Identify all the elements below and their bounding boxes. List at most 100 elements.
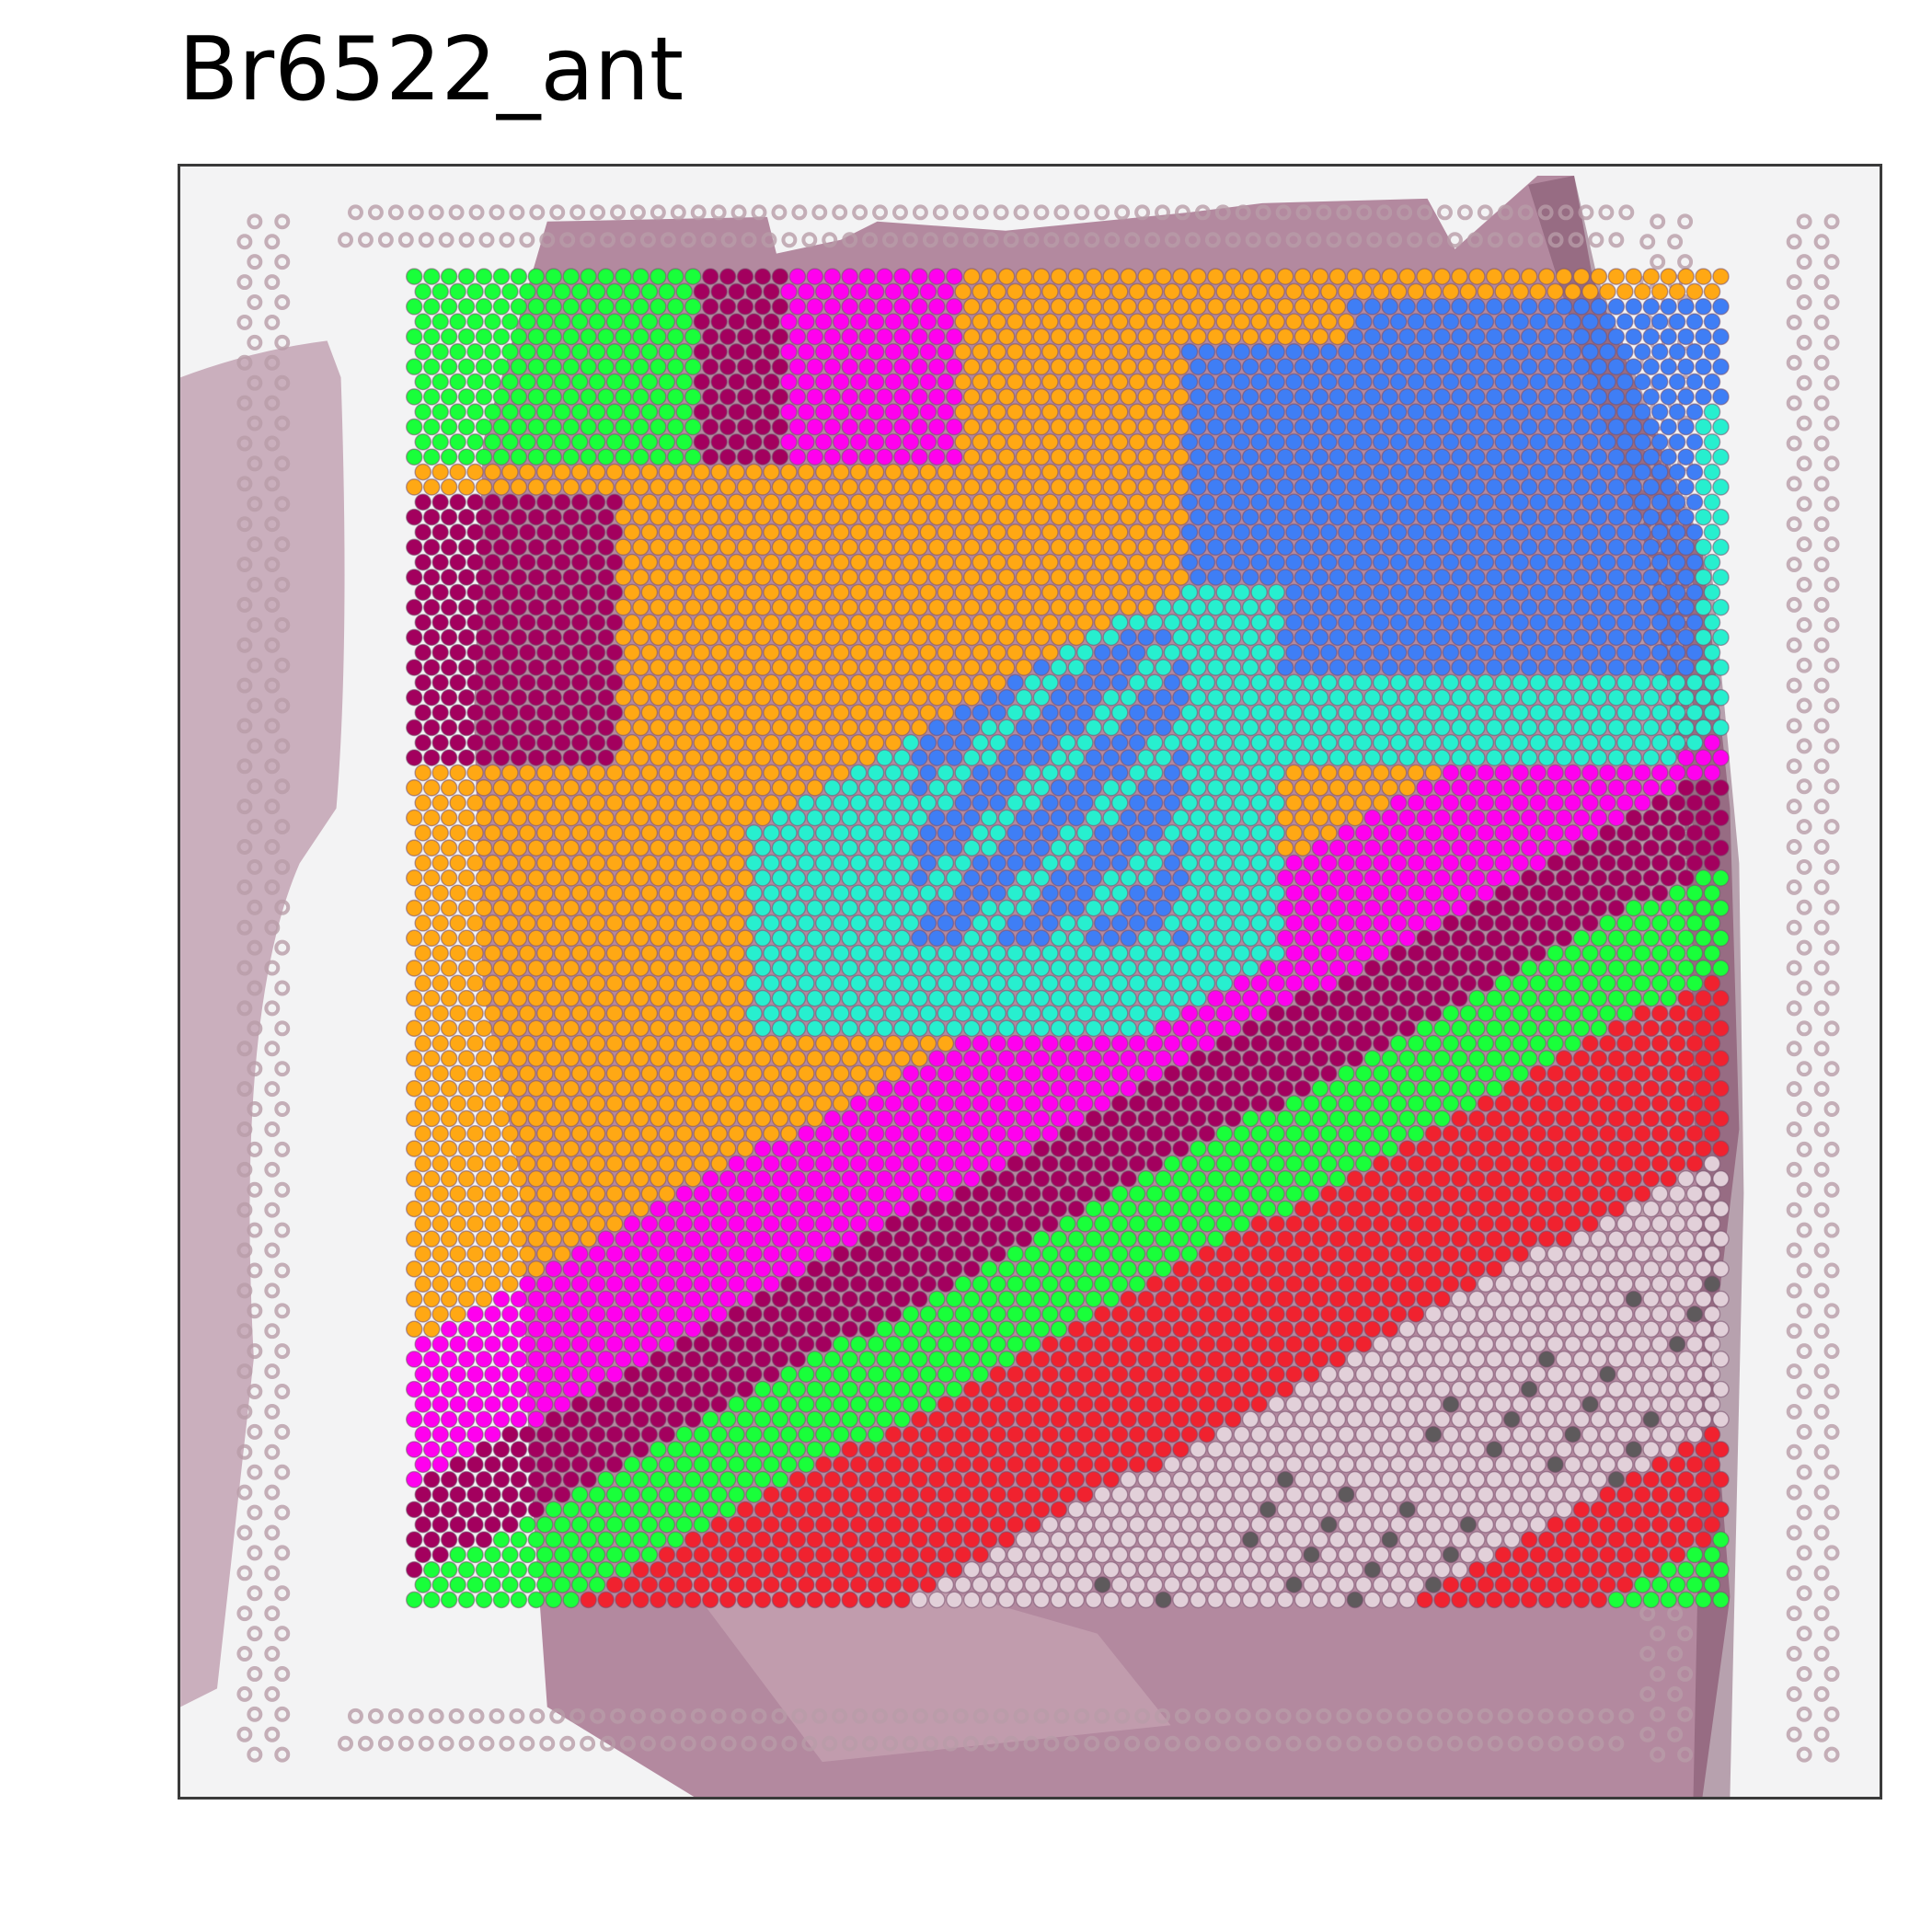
spot [562, 328, 580, 346]
fiducial-spot [247, 738, 263, 754]
spot [536, 403, 554, 420]
spot [510, 268, 528, 285]
spot [719, 508, 737, 526]
spot [1207, 779, 1225, 797]
spot [1137, 268, 1155, 285]
spot [1633, 884, 1651, 902]
spot [501, 614, 519, 631]
spot [1006, 643, 1024, 661]
spot [422, 388, 441, 406]
spot [1198, 343, 1216, 361]
spot [1328, 1050, 1347, 1067]
spot [684, 328, 702, 346]
spot [728, 1064, 745, 1083]
spot [1285, 824, 1303, 842]
spot [1076, 854, 1094, 872]
spot [605, 643, 624, 661]
spot [1233, 673, 1250, 692]
spot [884, 373, 903, 391]
spot [1346, 1079, 1364, 1098]
spot [1529, 794, 1547, 811]
spot [684, 358, 702, 375]
fiducial-spot [1813, 395, 1830, 411]
spot [1712, 538, 1730, 557]
spot [1067, 448, 1086, 466]
spot [1685, 614, 1704, 631]
spot [1163, 282, 1181, 301]
spot [753, 719, 772, 737]
spot [1486, 869, 1503, 887]
spot [1241, 719, 1259, 737]
spot [1328, 929, 1347, 948]
spot [1241, 448, 1259, 466]
spot [1120, 569, 1137, 586]
spot [1050, 719, 1068, 737]
spot [1128, 704, 1146, 721]
spot [1050, 659, 1068, 676]
spot [1685, 764, 1704, 782]
fiducial-spot [274, 738, 291, 754]
spot [919, 403, 937, 420]
spot [1110, 764, 1129, 782]
fiducial-spot [1823, 939, 1840, 956]
spot [884, 583, 903, 602]
fiducial-spot [1245, 1735, 1261, 1752]
spot [1233, 1095, 1250, 1112]
spot [1416, 418, 1433, 436]
fiducial-spot [1823, 1343, 1840, 1360]
spot [954, 553, 972, 571]
fiducial-spot [1013, 204, 1029, 221]
spot [1459, 1005, 1478, 1022]
spot [1198, 1095, 1216, 1112]
spot [946, 929, 963, 948]
spot [867, 523, 885, 541]
fiducial-spot [264, 1041, 281, 1057]
spot [1599, 403, 1616, 420]
spot [640, 403, 659, 420]
spot [1581, 1034, 1599, 1052]
fiducial-spot [236, 1000, 253, 1017]
spot [1067, 358, 1086, 375]
spot [1224, 749, 1242, 766]
spot [457, 328, 476, 346]
spot [1459, 463, 1478, 481]
spot [1120, 1110, 1137, 1128]
spot [911, 268, 928, 285]
spot [1110, 914, 1129, 932]
spot [849, 583, 868, 602]
spot [1032, 418, 1051, 436]
fiducial-spot [264, 1685, 281, 1702]
spot [1372, 313, 1390, 330]
spot [553, 944, 571, 962]
spot [814, 1064, 833, 1083]
spot [457, 478, 476, 496]
spot [1660, 1019, 1677, 1038]
spot [1547, 704, 1564, 721]
spot [1294, 1050, 1312, 1067]
spot [1207, 899, 1225, 917]
fiducial-spot [1823, 1181, 1840, 1198]
spot [1381, 839, 1398, 857]
spot [1564, 373, 1581, 391]
spot [1172, 839, 1190, 857]
spot [1477, 794, 1495, 811]
spot [623, 583, 641, 602]
spot [997, 298, 1016, 316]
spot [841, 688, 858, 707]
spot [1442, 824, 1460, 842]
spot [457, 538, 476, 557]
fiducial-spot [264, 1081, 281, 1098]
spot [1703, 493, 1721, 512]
fiducial-spot [529, 1708, 546, 1724]
spot [1537, 839, 1556, 857]
spot [510, 478, 528, 496]
fiducial-spot [620, 232, 636, 248]
spot [1303, 614, 1320, 631]
spot [1311, 628, 1329, 647]
spot [632, 448, 650, 466]
spot [1494, 1095, 1512, 1112]
spot [475, 960, 493, 977]
spot [823, 869, 841, 887]
fiducial-spot [1677, 1665, 1694, 1682]
spot [536, 884, 554, 902]
